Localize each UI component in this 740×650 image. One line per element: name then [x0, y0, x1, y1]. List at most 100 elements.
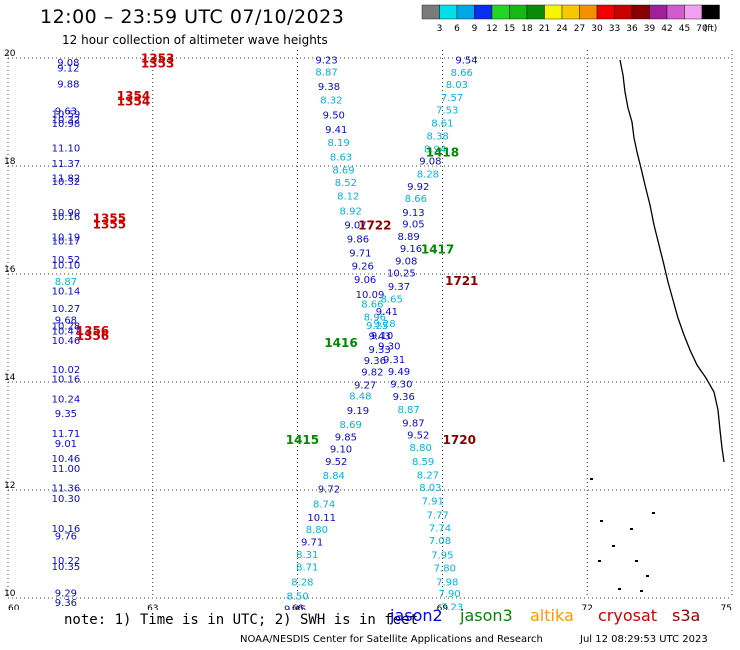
wave-height-label: 8.52 [335, 178, 357, 189]
wave-height-label: 10.30 [52, 494, 81, 505]
wave-height-label: 9.29 [55, 588, 77, 599]
wave-height-label: 9.13 [402, 208, 424, 219]
x-tick-label: 66 [292, 604, 304, 610]
wave-height-label: 9.08 [395, 256, 417, 267]
wave-height-label: 8.48 [349, 391, 371, 402]
wave-height-label: 7.53 [436, 106, 458, 117]
legend-bin-label: 33 [609, 24, 620, 34]
satellite-label-jason3: jason3 [460, 606, 513, 625]
wave-height-label: 10.90 [52, 208, 81, 219]
wave-height-label: 10.14 [52, 287, 81, 298]
y-tick-label: 14 [4, 373, 16, 383]
pass-time-label: 1354 [117, 89, 150, 103]
island-mark [630, 528, 633, 530]
pass-time-label: 1353 [141, 57, 174, 71]
wave-height-label: 9.10 [371, 331, 393, 342]
satellite-label-cryosat: cryosat [598, 606, 658, 625]
wave-height-label: 9.35 [55, 409, 77, 420]
wave-height-label: 8.87 [397, 405, 419, 416]
wave-height-label: 8.94 [424, 145, 446, 156]
island-mark [640, 590, 643, 592]
color-legend: 3 6 9 12 15 18 21 24 27 30 33 36 39 42 45 70(ft) [421, 4, 720, 34]
satellite-label-s3a: s3a [672, 606, 701, 625]
wave-height-label: 8.59 [412, 457, 434, 468]
wave-height-label: 9.52 [325, 457, 347, 468]
pass-time-label: 1353 [141, 51, 174, 65]
x-tick-label: 63 [147, 604, 158, 610]
wave-height-label: 9.36 [55, 598, 77, 609]
legend-bin-label: 39 [644, 24, 656, 34]
wave-height-label: 11.71 [52, 429, 81, 440]
wave-height-label: 9.72 [318, 485, 340, 496]
wave-height-label: 9.37 [388, 282, 410, 293]
wave-height-label: 10.46 [52, 336, 81, 347]
wave-height-label: 8.66 [361, 299, 383, 310]
legend-bin-label: 42 [661, 24, 672, 34]
wave-height-label: 10.24 [52, 395, 81, 406]
wave-height-label: 8.28 [417, 169, 439, 180]
pass-time-label: 1415 [286, 433, 319, 447]
wave-height-label: 9.36 [364, 356, 386, 367]
island-mark [590, 478, 593, 480]
satellite-label-altika: altika [530, 606, 574, 625]
pass-time-label: 1721 [445, 274, 478, 288]
wave-height-label: 8.19 [327, 138, 349, 149]
wave-height-label: 8.69 [332, 166, 354, 177]
y-tick-label: 20 [4, 49, 16, 59]
wave-height-label: 10.17 [52, 236, 81, 247]
wave-height-label: 9.49 [388, 367, 410, 378]
island-mark [600, 520, 603, 522]
island-mark [598, 560, 601, 562]
wave-height-label: 9.63 [55, 107, 77, 118]
wave-height-label: 9.41 [325, 125, 347, 136]
legend-bin-label: 12 [486, 24, 497, 34]
wave-height-label: 9.45 [284, 605, 306, 610]
legend-bin-label: 9 [472, 24, 478, 34]
legend-bin-label: 45 [679, 24, 690, 34]
wave-height-label: 10.11 [307, 513, 336, 524]
wave-height-label: 11.82 [52, 174, 81, 185]
wave-height-label: 8.74 [313, 499, 335, 510]
island-mark [646, 575, 649, 577]
credit-line: NOAA/NESDIS Center for Satellite Applica… [240, 634, 543, 645]
legend-bin-label: 15 [504, 24, 515, 34]
wave-height-label: 8.03 [419, 483, 441, 494]
wave-height-label: 10.59 [52, 109, 81, 120]
legend-bin-label: 3 [437, 24, 443, 34]
wave-height-label: 9.25 [366, 321, 388, 332]
wave-height-label: 9.68 [55, 316, 77, 327]
pass-time-label: 1356 [76, 324, 109, 338]
wave-height-label: 7.23 [441, 602, 463, 610]
wave-height-label: 8.80 [410, 443, 432, 454]
wave-height-label: 10.32 [52, 115, 81, 126]
wave-height-label: 8.03 [446, 80, 468, 91]
wave-height-label: 8.92 [340, 207, 362, 218]
island-mark [652, 512, 655, 514]
wave-height-label: 9.38 [318, 82, 340, 93]
wave-height-label: 8.28 [291, 578, 313, 589]
wave-height-label: 9.28 [373, 319, 395, 330]
wave-height-label: 9.86 [347, 235, 369, 246]
wave-height-label: 8.12 [337, 191, 359, 202]
wave-height-label: 9.01 [55, 439, 77, 450]
wave-height-label: 10.46 [52, 454, 81, 465]
page-subtitle: 12 hour collection of altimeter wave hei… [62, 33, 328, 47]
wave-height-label: 11.36 [52, 484, 81, 495]
wave-height-label: 10.09 [356, 290, 385, 301]
legend-bin-label: 70 [696, 24, 708, 34]
wave-height-label: 8.32 [320, 95, 342, 106]
legend-bin-label: 21 [539, 24, 550, 34]
wave-height-label: 9.23 [315, 55, 337, 66]
wave-height-label: 9.88 [57, 80, 79, 91]
wave-height-label: 10.02 [52, 365, 81, 376]
wave-height-label: 9.36 [393, 392, 415, 403]
wave-height-label: 7.08 [429, 536, 451, 547]
y-tick-label: 10 [4, 589, 16, 599]
legend-bin-label: 36 [626, 24, 638, 34]
legend-unit-label: (ft) [704, 24, 718, 34]
wave-height-label: 7.77 [426, 511, 448, 522]
legend-bin-label: 6 [454, 24, 460, 34]
x-tick-label: 69 [437, 604, 449, 610]
